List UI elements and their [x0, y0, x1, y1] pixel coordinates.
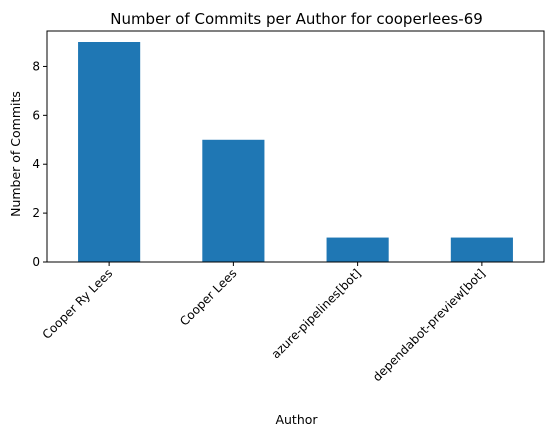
bar — [326, 237, 389, 262]
bars-group — [78, 42, 513, 262]
plot-frame — [46, 30, 545, 263]
bar — [202, 139, 265, 262]
y-axis: 0 2 4 6 8 — [32, 59, 47, 269]
y-tick-label: 2 — [32, 206, 40, 220]
y-tick-label: 8 — [32, 59, 40, 73]
x-axis-label: Author — [275, 412, 318, 427]
y-axis-label: Number of Commits — [8, 91, 23, 217]
bar — [78, 42, 141, 262]
y-tick-label: 4 — [32, 157, 40, 171]
y-tick-label: 6 — [32, 108, 40, 122]
chart-title: Number of Commits per Author for cooperl… — [110, 10, 483, 28]
bar — [450, 237, 513, 262]
y-tick-label: 0 — [32, 255, 40, 269]
